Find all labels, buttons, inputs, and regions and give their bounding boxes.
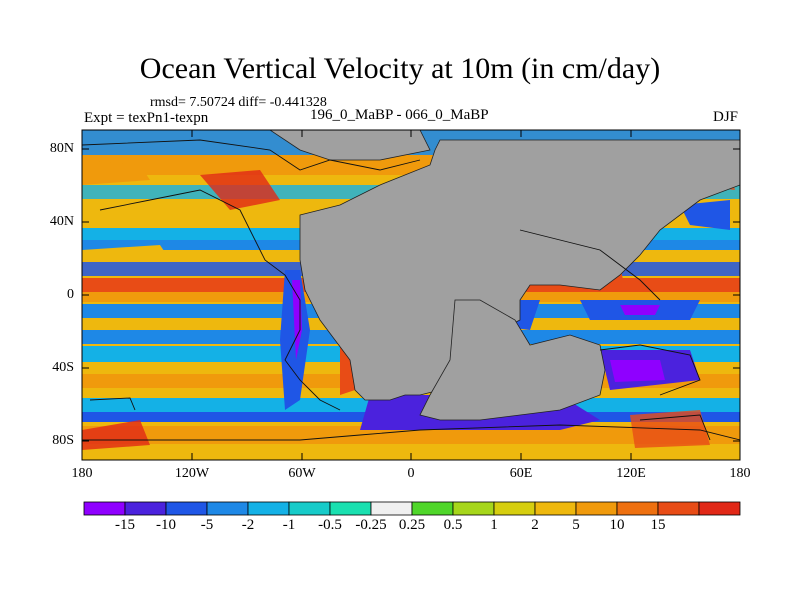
colorbar-box: [534, 501, 577, 516]
colorbar-box: [165, 501, 208, 516]
colorbar-box: [370, 501, 413, 516]
colorbar-box: [575, 501, 618, 516]
colorbar-label: 10: [609, 517, 625, 533]
map-title: Ocean Vertical Velocity at 10m (in cm/da…: [139, 52, 661, 85]
colorbar: [83, 501, 741, 516]
lat-label-80n: 80N: [49, 141, 74, 156]
case-label: 196_0_MaBP - 066_0_MaBP: [310, 107, 489, 123]
lon-label-180w: 180: [71, 466, 93, 481]
colorbar-box: [411, 501, 454, 516]
stats-text: rmsd= 7.50724 diff= -0.441328: [150, 95, 327, 110]
colorbar-box: [493, 501, 536, 516]
colorbar-box: [329, 501, 372, 516]
colorbar-box: [124, 501, 167, 516]
lon-label-120w: 120W: [174, 466, 210, 481]
lat-label-80s: 80S: [52, 433, 74, 448]
colorbar-box: [206, 501, 249, 516]
lon-label-120e: 120E: [616, 466, 646, 481]
colorbar-label: -10: [156, 517, 176, 533]
colorbar-label: 15: [650, 517, 666, 533]
colorbar-label: -0.25: [355, 517, 387, 533]
colorbar-box: [698, 501, 741, 516]
colorbar-box: [288, 501, 331, 516]
lat-label-40n: 40N: [49, 214, 74, 229]
colorbar-label: -5: [200, 517, 214, 533]
colorbar-box: [657, 501, 700, 516]
colorbar-label: -0.5: [318, 517, 342, 533]
colorbar-box: [452, 501, 495, 516]
season-label: DJF: [712, 109, 738, 125]
colorbar-label: -1: [282, 517, 296, 533]
lon-label-180e: 180: [729, 466, 751, 481]
lat-label-40s: 40S: [52, 360, 74, 375]
colorbar-label: 0.5: [443, 517, 463, 533]
lon-label-0: 0: [407, 466, 415, 481]
colorbar-label: 0.25: [398, 517, 426, 533]
colorbar-label: 1: [490, 517, 498, 533]
coastlines: [82, 139, 740, 441]
lon-label-60w: 60W: [288, 466, 316, 481]
colorbar-label: 2: [531, 517, 539, 533]
colorbar-label: -15: [115, 517, 135, 533]
lon-ticks: [81, 130, 741, 460]
land-masses: [269, 130, 740, 421]
colorbar-box: [83, 501, 126, 516]
lat-label-0: 0: [67, 287, 74, 302]
colorbar-box: [247, 501, 290, 516]
map-field: [82, 130, 740, 460]
colorbar-label: 5: [572, 517, 580, 533]
colorbar-label: -2: [241, 517, 255, 533]
experiment-label: Expt = texPn1-texpn: [84, 110, 209, 126]
lon-label-60e: 60E: [509, 466, 533, 481]
lat-ticks: [82, 148, 740, 442]
colorbar-box: [616, 501, 659, 516]
